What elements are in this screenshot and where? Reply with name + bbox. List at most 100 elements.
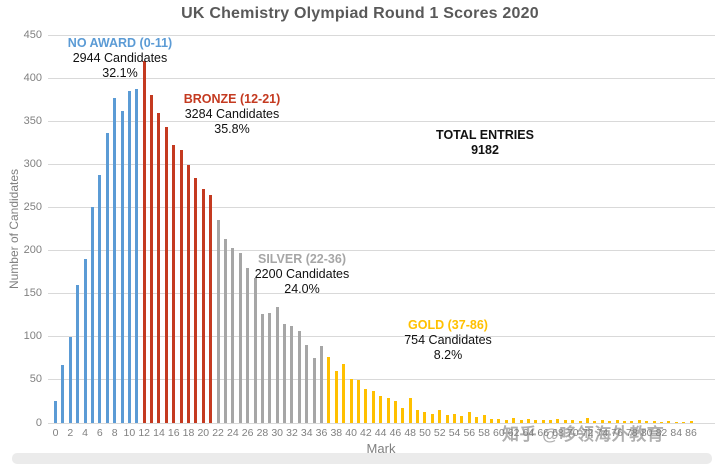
bar-mark-38 xyxy=(334,371,338,423)
bar-mark-63 xyxy=(519,419,523,423)
x-tick-label-20: 20 xyxy=(197,427,210,439)
bar-mark-56 xyxy=(467,411,471,423)
x-tick-label-66: 66 xyxy=(537,427,550,439)
annotation-bronze-candidates: 3284 Candidates xyxy=(184,107,280,121)
bar-mark-7 xyxy=(105,133,109,423)
x-tick-label-42: 42 xyxy=(360,427,372,439)
annotation-gold-candidates: 754 Candidates xyxy=(404,333,492,347)
x-tick-label-82: 82 xyxy=(655,427,668,439)
x-tick-label-28: 28 xyxy=(256,427,269,439)
bar-mark-69 xyxy=(563,420,567,423)
bar-mark-24 xyxy=(231,247,235,423)
x-axis-title: Mark xyxy=(366,441,396,456)
bar-mark-39 xyxy=(342,364,346,423)
bar-mark-36 xyxy=(320,346,324,423)
bar-mark-40 xyxy=(349,379,353,423)
bar-mark-71 xyxy=(578,421,582,423)
bar-mark-45 xyxy=(386,398,390,423)
bar-mark-51 xyxy=(430,413,434,423)
gridline-300 xyxy=(48,163,715,165)
annotation-total-entries: TOTAL ENTRIES 9182 xyxy=(436,128,534,158)
x-tick-label-4: 4 xyxy=(82,427,88,439)
x-tick-label-40: 40 xyxy=(345,427,357,439)
x-tick-label-68: 68 xyxy=(552,427,564,439)
x-tick-label-84: 84 xyxy=(670,427,683,439)
bar-mark-13 xyxy=(150,95,154,423)
bar-mark-77 xyxy=(622,421,626,423)
annotation-bronze-heading: BRONZE (12-21) xyxy=(183,92,281,106)
bar-mark-31 xyxy=(283,323,287,423)
bar-mark-20 xyxy=(201,189,205,423)
bar-mark-18 xyxy=(187,165,190,423)
bar-mark-3 xyxy=(76,285,80,423)
x-tick-label-32: 32 xyxy=(286,427,298,439)
bar-mark-81 xyxy=(652,421,656,423)
bar-mark-0 xyxy=(54,401,57,423)
annotation-gold: GOLD (37-86) 754 Candidates 8.2% xyxy=(404,318,492,363)
bar-mark-42 xyxy=(364,389,368,423)
x-tick-label-14: 14 xyxy=(153,427,165,439)
bar-mark-75 xyxy=(608,421,612,423)
x-tick-label-70: 70 xyxy=(566,427,579,439)
bar-mark-9 xyxy=(120,110,124,423)
bar-mark-41 xyxy=(356,379,360,423)
x-tick-label-6: 6 xyxy=(96,427,103,439)
bar-mark-32 xyxy=(290,326,294,423)
bar-mark-65 xyxy=(534,420,538,423)
y-tick-label-100: 100 xyxy=(23,330,42,343)
gridline-150 xyxy=(48,293,715,295)
bar-mark-33 xyxy=(297,330,301,423)
bar-mark-62 xyxy=(512,417,516,423)
bar-mark-61 xyxy=(504,419,508,423)
y-tick-label-150: 150 xyxy=(23,287,42,300)
bar-mark-17 xyxy=(179,149,183,423)
bar-mark-53 xyxy=(445,415,449,423)
annotation-silver-heading: SILVER (22-36) xyxy=(258,252,346,266)
x-tick-label-52: 52 xyxy=(433,427,446,439)
bar-mark-49 xyxy=(416,410,420,423)
total-entries-value: 9182 xyxy=(471,143,499,157)
x-tick-label-58: 58 xyxy=(478,427,490,439)
y-axis-title: Number of Candidates xyxy=(7,168,21,290)
bar-mark-29 xyxy=(268,312,272,423)
bar-mark-78 xyxy=(630,421,634,423)
x-tick-label-8: 8 xyxy=(111,427,118,439)
bar-mark-82 xyxy=(659,421,663,423)
annotation-silver-candidates: 2200 Candidates xyxy=(254,267,350,281)
x-tick-label-56: 56 xyxy=(463,427,476,439)
x-tick-label-72: 72 xyxy=(581,427,594,439)
bar-mark-68 xyxy=(556,418,560,423)
bar-mark-6 xyxy=(98,174,102,423)
bar-mark-86 xyxy=(689,421,693,423)
bar-mark-76 xyxy=(615,420,619,423)
annotation-silver-percent: 24.0% xyxy=(284,282,320,296)
x-tick-label-46: 46 xyxy=(389,427,402,439)
bar-mark-27 xyxy=(253,278,257,423)
y-tick-label-300: 300 xyxy=(23,157,42,170)
bar-mark-8 xyxy=(113,97,117,423)
bar-mark-64 xyxy=(526,418,530,423)
gridline-400 xyxy=(48,77,715,79)
x-tick-label-64: 64 xyxy=(522,427,535,439)
x-tick-label-24: 24 xyxy=(227,427,239,439)
x-tick-label-80: 80 xyxy=(640,427,653,439)
total-entries-label: TOTAL ENTRIES xyxy=(436,128,534,142)
gridline-50 xyxy=(48,379,715,381)
x-tick-label-34: 34 xyxy=(300,427,313,439)
x-tick-label-16: 16 xyxy=(167,427,180,439)
x-tick-label-76: 76 xyxy=(611,427,623,439)
bar-mark-23 xyxy=(223,238,227,423)
y-tick-label-400: 400 xyxy=(23,71,42,84)
bar-mark-46 xyxy=(393,400,397,423)
bar-mark-22 xyxy=(216,220,220,423)
bar-mark-34 xyxy=(305,344,309,423)
bar-mark-55 xyxy=(460,416,464,423)
bar-mark-67 xyxy=(549,420,553,423)
bar-mark-66 xyxy=(541,419,545,423)
bar-mark-52 xyxy=(438,410,442,423)
bar-mark-72 xyxy=(586,417,590,423)
gridline-450 xyxy=(48,34,715,36)
annotation-no-award-candidates: 2944 Candidates xyxy=(72,51,168,65)
x-tick-label-2: 2 xyxy=(67,427,74,439)
